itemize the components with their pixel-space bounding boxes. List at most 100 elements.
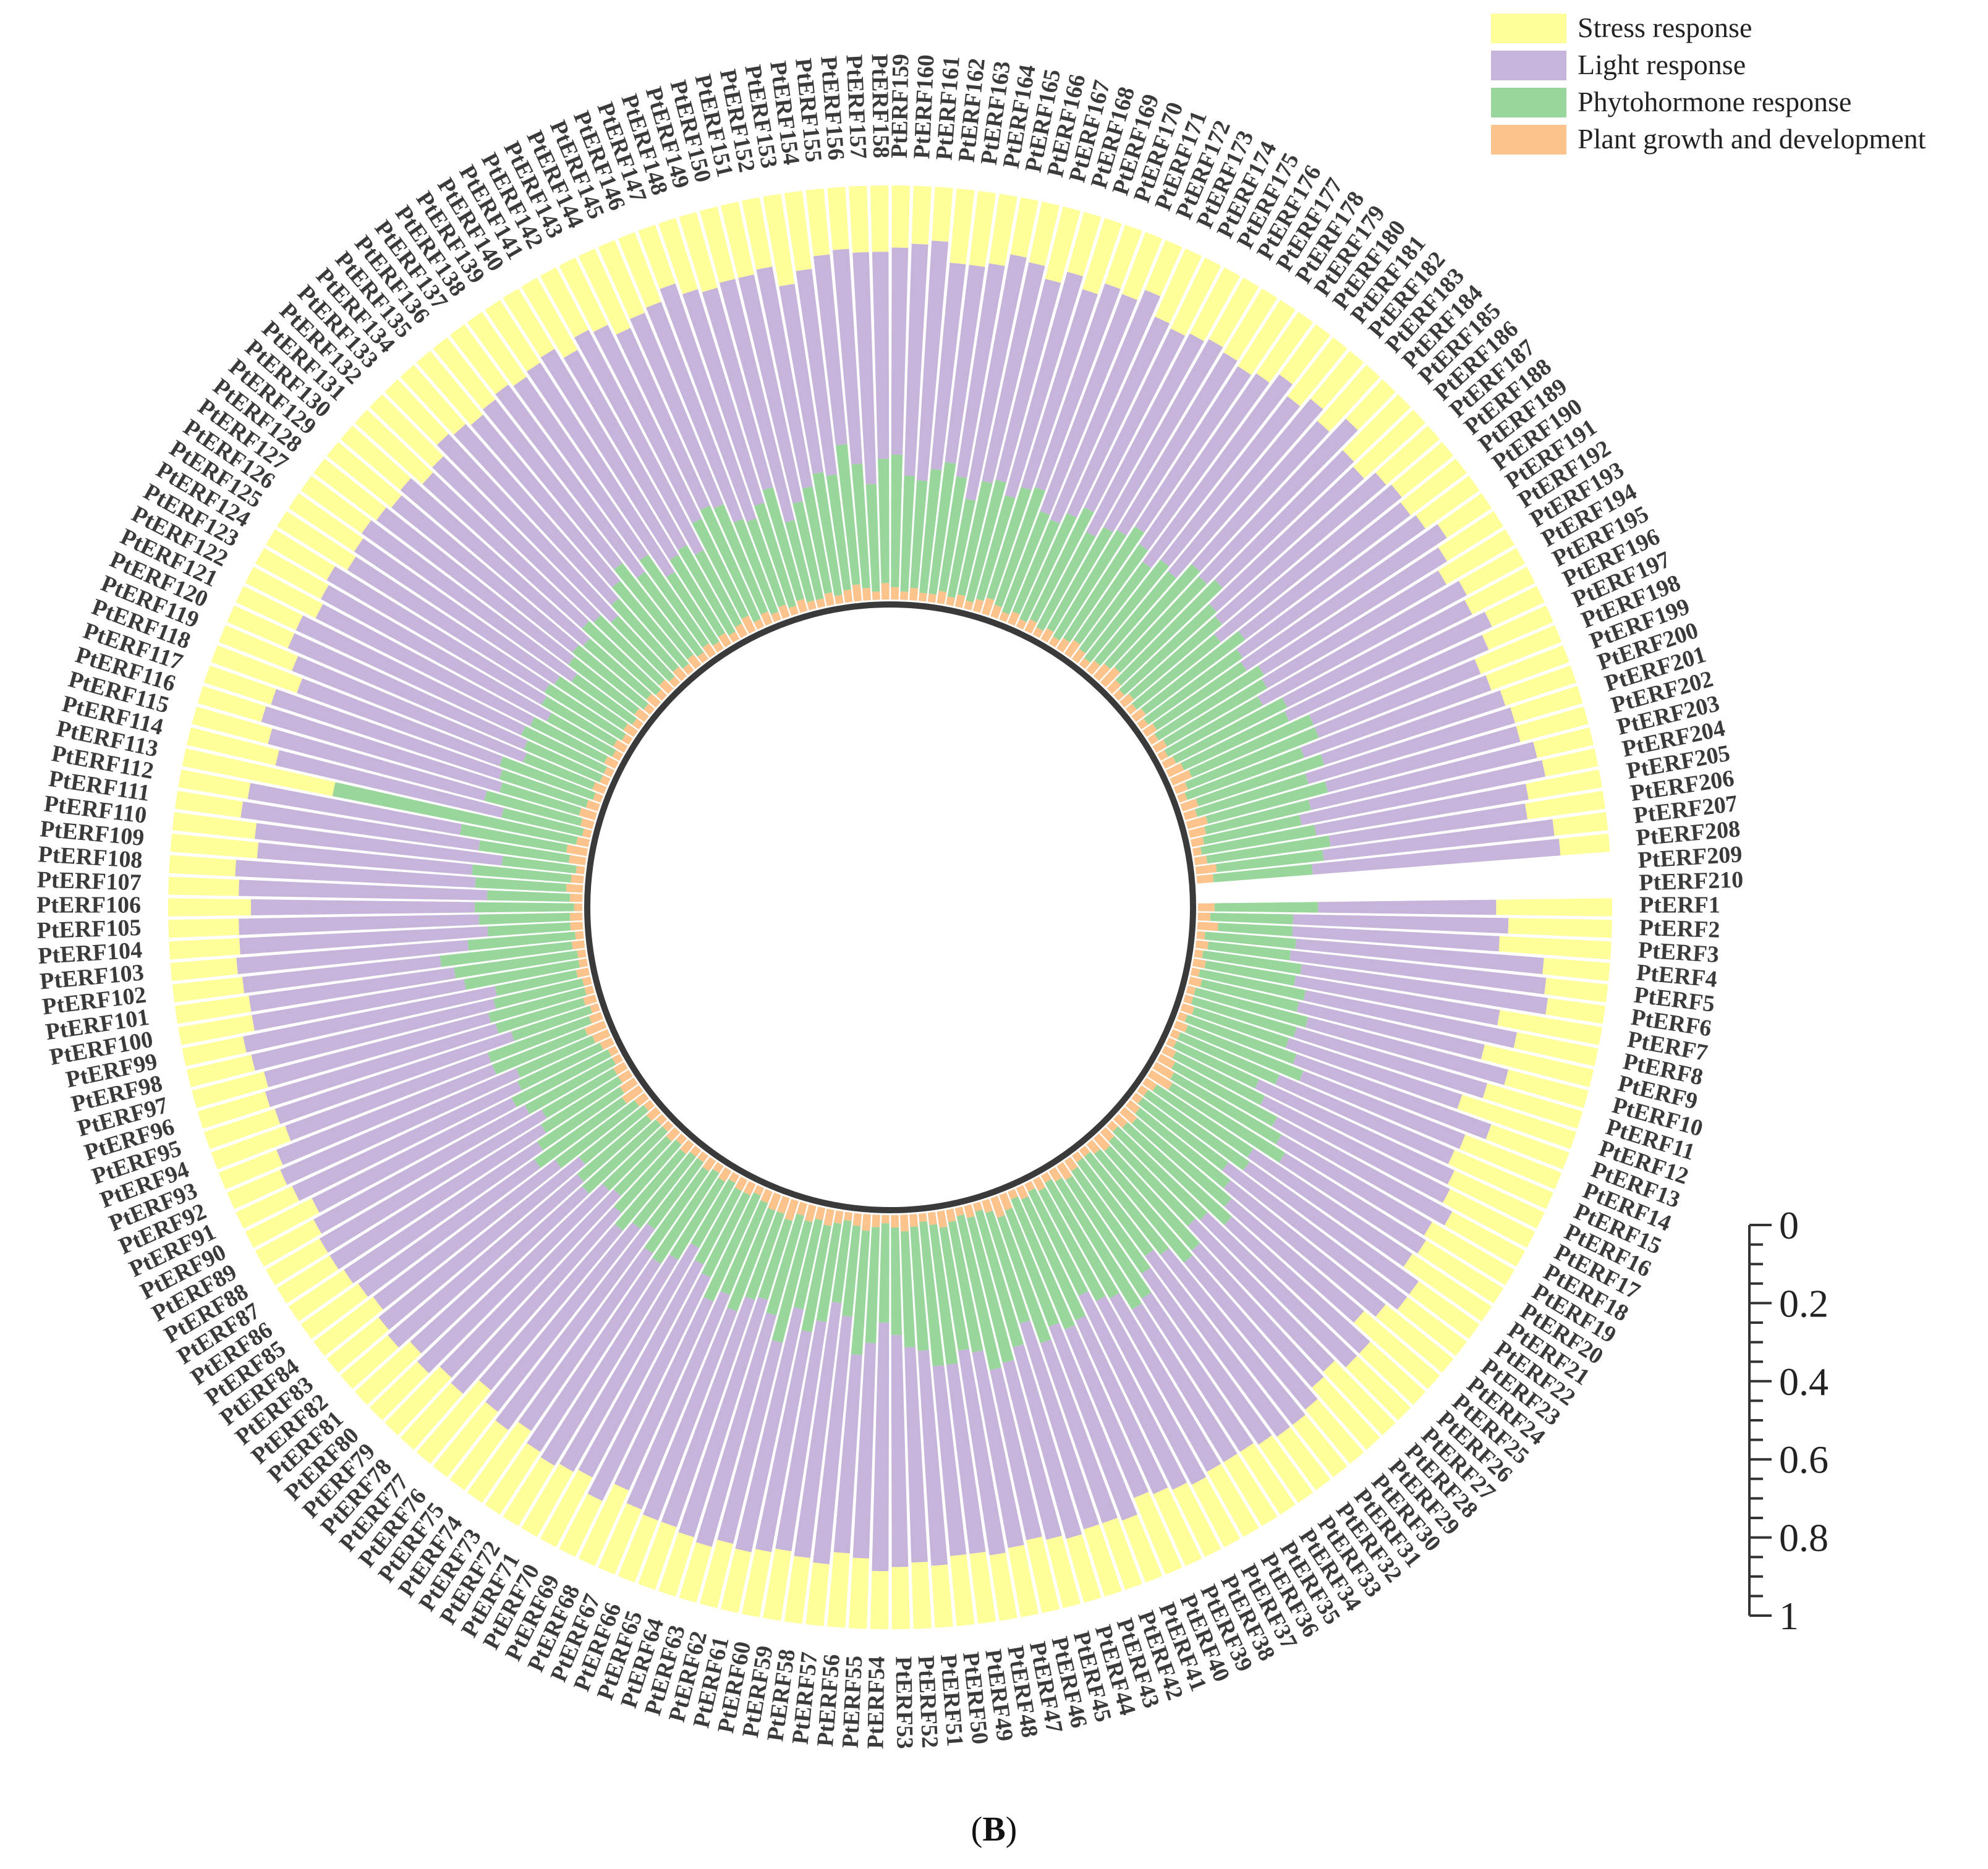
bar-segment-light-PtERF180 bbox=[1142, 374, 1293, 569]
bar-segment-stress-PtERF85 bbox=[300, 1283, 368, 1339]
bar-segment-light-PtERF176 bbox=[1103, 339, 1223, 533]
bar-segment-phyto-PtERF77 bbox=[614, 1149, 686, 1231]
bar-segment-light-PtERF54 bbox=[872, 1322, 890, 1572]
bar-segment-stress-PtERF41 bbox=[1122, 1514, 1163, 1583]
bar-segment-stress-PtERF97 bbox=[192, 1071, 268, 1108]
bar-segment-growth-PtERF107 bbox=[569, 894, 583, 902]
bar-segment-light-PtERF95 bbox=[274, 1031, 514, 1124]
bar-segment-light-PtERF184 bbox=[1199, 418, 1358, 584]
bar-segment-stress-PtERF204 bbox=[1542, 748, 1599, 777]
bar-segment-growth-PtERF130 bbox=[646, 693, 661, 708]
scale-tick-label: 0.8 bbox=[1779, 1516, 1829, 1560]
bar-segment-phyto-PtERF24 bbox=[1135, 1108, 1231, 1189]
bar-segment-growth-PtERF168 bbox=[972, 598, 984, 613]
bar-segment-light-PtERF31 bbox=[1160, 1248, 1306, 1425]
bar-segment-light-PtERF49 bbox=[946, 1363, 986, 1554]
bar-segment-phyto-PtERF51 bbox=[910, 1226, 929, 1351]
bar-segment-light-PtERF151 bbox=[738, 274, 803, 504]
bar-segment-phyto-PtERF86 bbox=[537, 1087, 625, 1151]
bar-segment-stress-PtERF208 bbox=[1558, 833, 1610, 856]
bar-segment-phyto-PtERF203 bbox=[1204, 799, 1312, 834]
bar-segment-growth-PtERF159 bbox=[891, 587, 899, 600]
bar-segment-stress-PtERF70 bbox=[540, 1470, 593, 1548]
bar-segment-phyto-PtERF95 bbox=[511, 1006, 593, 1041]
bar-segment-phyto-PtERF57 bbox=[842, 1225, 861, 1317]
bar-segment-stress-PtERF207 bbox=[1552, 812, 1608, 836]
bar-segment-light-PtERF153 bbox=[779, 284, 824, 474]
bar-segment-phyto-PtERF82 bbox=[577, 1114, 652, 1182]
bar-segment-phyto-PtERF64 bbox=[758, 1218, 793, 1300]
bar-segment-growth-PtERF134 bbox=[673, 666, 687, 682]
legend-label-stress: Stress response bbox=[1578, 12, 1752, 43]
legend-swatch-growth bbox=[1491, 125, 1566, 155]
gene-label: PtERF52 bbox=[913, 1655, 943, 1749]
bar-segment-phyto-PtERF61 bbox=[793, 1218, 823, 1310]
bar-segment-growth-PtERF105 bbox=[569, 912, 583, 921]
bar-segment-phyto-PtERF99 bbox=[495, 970, 578, 996]
bar-segment-phyto-PtERF10 bbox=[1194, 987, 1309, 1028]
bar-segment-phyto-PtERF38 bbox=[1028, 1188, 1089, 1297]
bar-segment-stress-PtERF110 bbox=[172, 812, 257, 839]
bar-segment-light-PtERF200 bbox=[1320, 690, 1506, 765]
bar-segment-light-PtERF125 bbox=[347, 556, 550, 693]
bar-segment-light-PtERF106 bbox=[250, 899, 475, 915]
bar-segment-stress-PtERF154 bbox=[784, 190, 812, 271]
bar-segment-stress-PtERF30 bbox=[1305, 1399, 1364, 1464]
bar-segment-phyto-PtERF168 bbox=[976, 495, 1016, 601]
bar-segment-growth-PtERF8 bbox=[1190, 967, 1200, 977]
bar-segment-light-PtERF48 bbox=[958, 1349, 1006, 1556]
bar-segment-growth-PtERF109 bbox=[571, 875, 584, 884]
bar-segment-stress-PtERF120 bbox=[227, 605, 295, 648]
bar-segment-light-PtERF143 bbox=[593, 324, 702, 523]
bar-segment-stress-PtERF52 bbox=[911, 1562, 932, 1629]
bar-segment-stress-PtERF155 bbox=[805, 188, 830, 256]
bar-segment-growth-PtERF178 bbox=[1056, 638, 1070, 653]
bar-segment-phyto-PtERF147 bbox=[746, 518, 786, 608]
bar-segment-light-PtERF61 bbox=[735, 1307, 804, 1553]
bar-segment-growth-PtERF92 bbox=[592, 1028, 611, 1043]
bar-segment-growth-PtERF33 bbox=[1064, 1156, 1078, 1172]
bar-segment-phyto-PtERF4 bbox=[1204, 931, 1296, 949]
bar-segment-phyto-PtERF113 bbox=[332, 782, 578, 845]
bar-segment-light-PtERF2 bbox=[1293, 914, 1509, 934]
bar-segment-light-PtERF27 bbox=[1200, 1212, 1357, 1368]
bar-segment-growth-PtERF34 bbox=[1056, 1162, 1073, 1180]
bar-segment-growth-PtERF174 bbox=[1024, 619, 1037, 634]
bar-segment-light-PtERF51 bbox=[917, 1350, 948, 1566]
gene-label: PtERF210 bbox=[1639, 867, 1744, 896]
bar-segment-phyto-PtERF9 bbox=[1200, 979, 1299, 1012]
bar-segment-phyto-PtERF176 bbox=[1047, 527, 1113, 632]
bar-segment-growth-PtERF12 bbox=[1180, 1003, 1195, 1015]
bar-segment-stress-PtERF138 bbox=[467, 312, 527, 386]
bar-segment-growth-PtERF98 bbox=[582, 977, 592, 986]
bar-segment-light-PtERF203 bbox=[1308, 742, 1537, 810]
bar-segment-growth-PtERF9 bbox=[1188, 977, 1202, 988]
bar-segment-light-PtERF173 bbox=[1066, 316, 1170, 518]
bar-segment-phyto-PtERF66 bbox=[727, 1208, 776, 1312]
bar-segment-growth-PtERF64 bbox=[784, 1198, 799, 1221]
bar-segment-light-PtERF198 bbox=[1314, 659, 1481, 738]
bar-segment-phyto-PtERF172 bbox=[1012, 519, 1060, 615]
bar-segment-light-PtERF36 bbox=[1110, 1292, 1221, 1472]
bar-segment-phyto-PtERF43 bbox=[985, 1210, 1030, 1324]
bar-segment-light-PtERF98 bbox=[251, 999, 496, 1071]
bar-segment-light-PtERF63 bbox=[695, 1312, 776, 1547]
bar-segment-growth-PtERF79 bbox=[666, 1127, 681, 1142]
bar-segment-phyto-PtERF1 bbox=[1214, 902, 1319, 913]
bar-segment-growth-PtERF194 bbox=[1157, 750, 1168, 761]
bar-segment-light-PtERF89 bbox=[313, 1104, 530, 1234]
gene-label: PtERF158 bbox=[867, 54, 894, 158]
bar-segment-phyto-PtERF123 bbox=[546, 713, 616, 757]
bar-segment-light-PtERF193 bbox=[1262, 570, 1446, 689]
bar-segment-stress-PtERF82 bbox=[340, 1335, 399, 1389]
bar-segment-growth-PtERF2 bbox=[1197, 912, 1211, 921]
bar-segment-stress-PtERF37 bbox=[1191, 1477, 1241, 1548]
bar-segment-stress-PtERF14 bbox=[1459, 1134, 1562, 1190]
bar-segment-stress-PtERF132 bbox=[369, 394, 444, 468]
bar-segment-phyto-PtERF84 bbox=[554, 1100, 640, 1168]
bar-segment-stress-PtERF174 bbox=[1170, 257, 1221, 336]
bar-segment-phyto-PtERF16 bbox=[1173, 1041, 1260, 1089]
bar-segment-stress-PtERF121 bbox=[236, 586, 304, 630]
bar-segment-light-PtERF96 bbox=[265, 1024, 499, 1108]
bar-segment-phyto-PtERF160 bbox=[900, 475, 915, 592]
